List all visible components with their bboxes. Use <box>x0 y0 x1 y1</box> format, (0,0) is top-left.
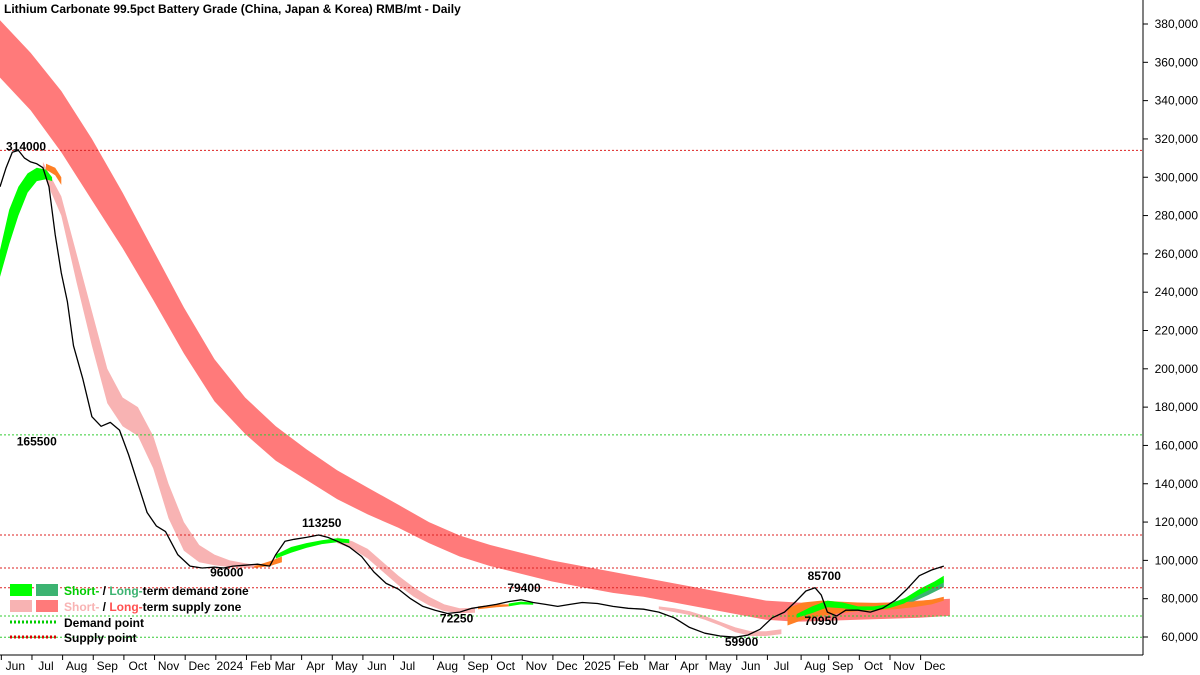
x-tick-label-2024-7: 2024 <box>216 659 243 673</box>
annotation-113250: 113250 <box>302 516 342 530</box>
annotation-165500: 165500 <box>17 434 57 448</box>
x-tick-label-Jun-24: Jun <box>741 659 760 673</box>
legend: Short- / Long-term demand zone Short- / … <box>10 584 249 645</box>
x-tick-label-Aug-14: Aug <box>437 659 458 673</box>
x-tick-label-Apr-22: Apr <box>680 659 699 673</box>
x-tick-label-Mar-9: Mar <box>275 659 296 673</box>
y-tick-label-340000: 340,000 <box>1155 94 1199 108</box>
zone-orange-1 <box>46 163 62 185</box>
zones-layer <box>0 20 950 636</box>
x-tick-label-Nov-17: Nov <box>526 659 547 673</box>
zone-short-term-demand-4 <box>796 575 944 618</box>
x-tick-label-Jun-12: Jun <box>367 659 386 673</box>
zone-short-term-demand-1 <box>0 167 53 277</box>
y-tick-label-280000: 280,000 <box>1155 209 1199 223</box>
y-tick-label-220000: 220,000 <box>1155 324 1199 338</box>
horizontal-levels-layer <box>0 149 1143 638</box>
legend-short-supply-label: Short- <box>64 600 99 614</box>
legend-demand-point-label: Demand point <box>64 616 144 630</box>
y-tick-label-100000: 100,000 <box>1155 553 1199 567</box>
y-tick-label-360000: 360,000 <box>1155 55 1199 69</box>
price-line <box>0 149 944 638</box>
chart-title: Lithium Carbonate 99.5pct Battery Grade … <box>4 2 461 16</box>
y-tick-label-300000: 300,000 <box>1155 170 1199 184</box>
x-tick-label-Dec-6: Dec <box>189 659 210 673</box>
x-tick-label-Oct-16: Oct <box>496 659 515 673</box>
legend-long-demand-label: Long- <box>109 584 142 598</box>
y-tick-label-120000: 120,000 <box>1155 515 1199 529</box>
x-tick-label-Jul-13: Jul <box>400 659 415 673</box>
y-tick-label-380000: 380,000 <box>1155 17 1199 31</box>
x-tick-label-Nov-29: Nov <box>893 659 914 673</box>
x-tick-label-May-11: May <box>335 659 358 673</box>
y-tick-label-200000: 200,000 <box>1155 362 1199 376</box>
legend-sep-1: / <box>99 584 109 598</box>
annotation-85700: 85700 <box>808 569 842 583</box>
annotations-layer: 314000 165500 96000 113250 72250 79400 59900 85… <box>6 139 841 649</box>
legend-swatch-short-supply <box>10 600 32 612</box>
x-tick-label-Mar-21: Mar <box>648 659 669 673</box>
x-tick-label-Aug-26: Aug <box>804 659 825 673</box>
annotation-96000: 96000 <box>210 566 244 580</box>
zone-long-term-supply <box>0 20 950 622</box>
x-tick-label-Sep-27: Sep <box>832 659 854 673</box>
y-tick-label-240000: 240,000 <box>1155 285 1199 299</box>
x-tick-label-May-23: May <box>709 659 732 673</box>
x-tick-label-Dec-18: Dec <box>556 659 577 673</box>
legend-long-supply-label: Long- <box>109 600 142 614</box>
x-tick-label-Feb-20: Feb <box>618 659 639 673</box>
x-tick-label-Oct-4: Oct <box>129 659 148 673</box>
zone-short-term-supply-3 <box>658 606 782 636</box>
x-tick-label-Sep-3: Sep <box>97 659 119 673</box>
legend-row-supply-zone: Short- / Long-term supply zone <box>64 600 242 614</box>
legend-supply-zone-rest: term supply zone <box>143 600 242 614</box>
x-tick-label-2025-19: 2025 <box>584 659 611 673</box>
legend-row-demand-zone: Short- / Long-term demand zone <box>64 584 249 598</box>
x-tick-label-Oct-28: Oct <box>864 659 883 673</box>
x-tick-label-Jul-25: Jul <box>774 659 789 673</box>
y-tick-label-180000: 180,000 <box>1155 400 1199 414</box>
legend-sep-2: / <box>99 600 109 614</box>
x-tick-label-Nov-5: Nov <box>158 659 179 673</box>
legend-short-demand-label: Short- <box>64 584 99 598</box>
y-tick-label-140000: 140,000 <box>1155 477 1199 491</box>
price-series-layer <box>0 149 944 638</box>
legend-supply-point-label: Supply point <box>64 631 137 645</box>
x-tick-label-Feb-8: Feb <box>250 659 271 673</box>
x-tick-label-Dec-30: Dec <box>924 659 945 673</box>
legend-demand-zone-rest: term demand zone <box>143 584 249 598</box>
x-tick-label-Jun-0: Jun <box>6 659 25 673</box>
x-tick-label-Sep-15: Sep <box>467 659 489 673</box>
zone-short-term-demand-2 <box>275 538 350 559</box>
annotation-79400: 79400 <box>507 581 541 595</box>
annotation-314000: 314000 <box>6 139 46 153</box>
annotation-70950: 70950 <box>805 614 839 628</box>
y-tick-label-320000: 320,000 <box>1155 132 1199 146</box>
legend-swatch-long-supply <box>36 600 58 612</box>
zone-short-term-supply-1 <box>42 161 258 568</box>
y-tick-label-160000: 160,000 <box>1155 438 1199 452</box>
y-tick-label-80000: 80,000 <box>1161 592 1198 606</box>
x-tick-label-Aug-2: Aug <box>66 659 87 673</box>
legend-swatch-short-demand <box>10 584 32 596</box>
zone-short-term-demand-3 <box>508 601 534 607</box>
x-tick-label-Apr-10: Apr <box>306 659 325 673</box>
y-tick-label-260000: 260,000 <box>1155 247 1199 261</box>
annotation-59900: 59900 <box>725 635 759 649</box>
y-tick-label-60000: 60,000 <box>1161 630 1198 644</box>
annotation-72250: 72250 <box>440 612 474 626</box>
zone-short-term-supply-2 <box>337 537 475 614</box>
legend-swatch-long-demand <box>36 584 58 596</box>
x-tick-label-Jul-1: Jul <box>38 659 53 673</box>
